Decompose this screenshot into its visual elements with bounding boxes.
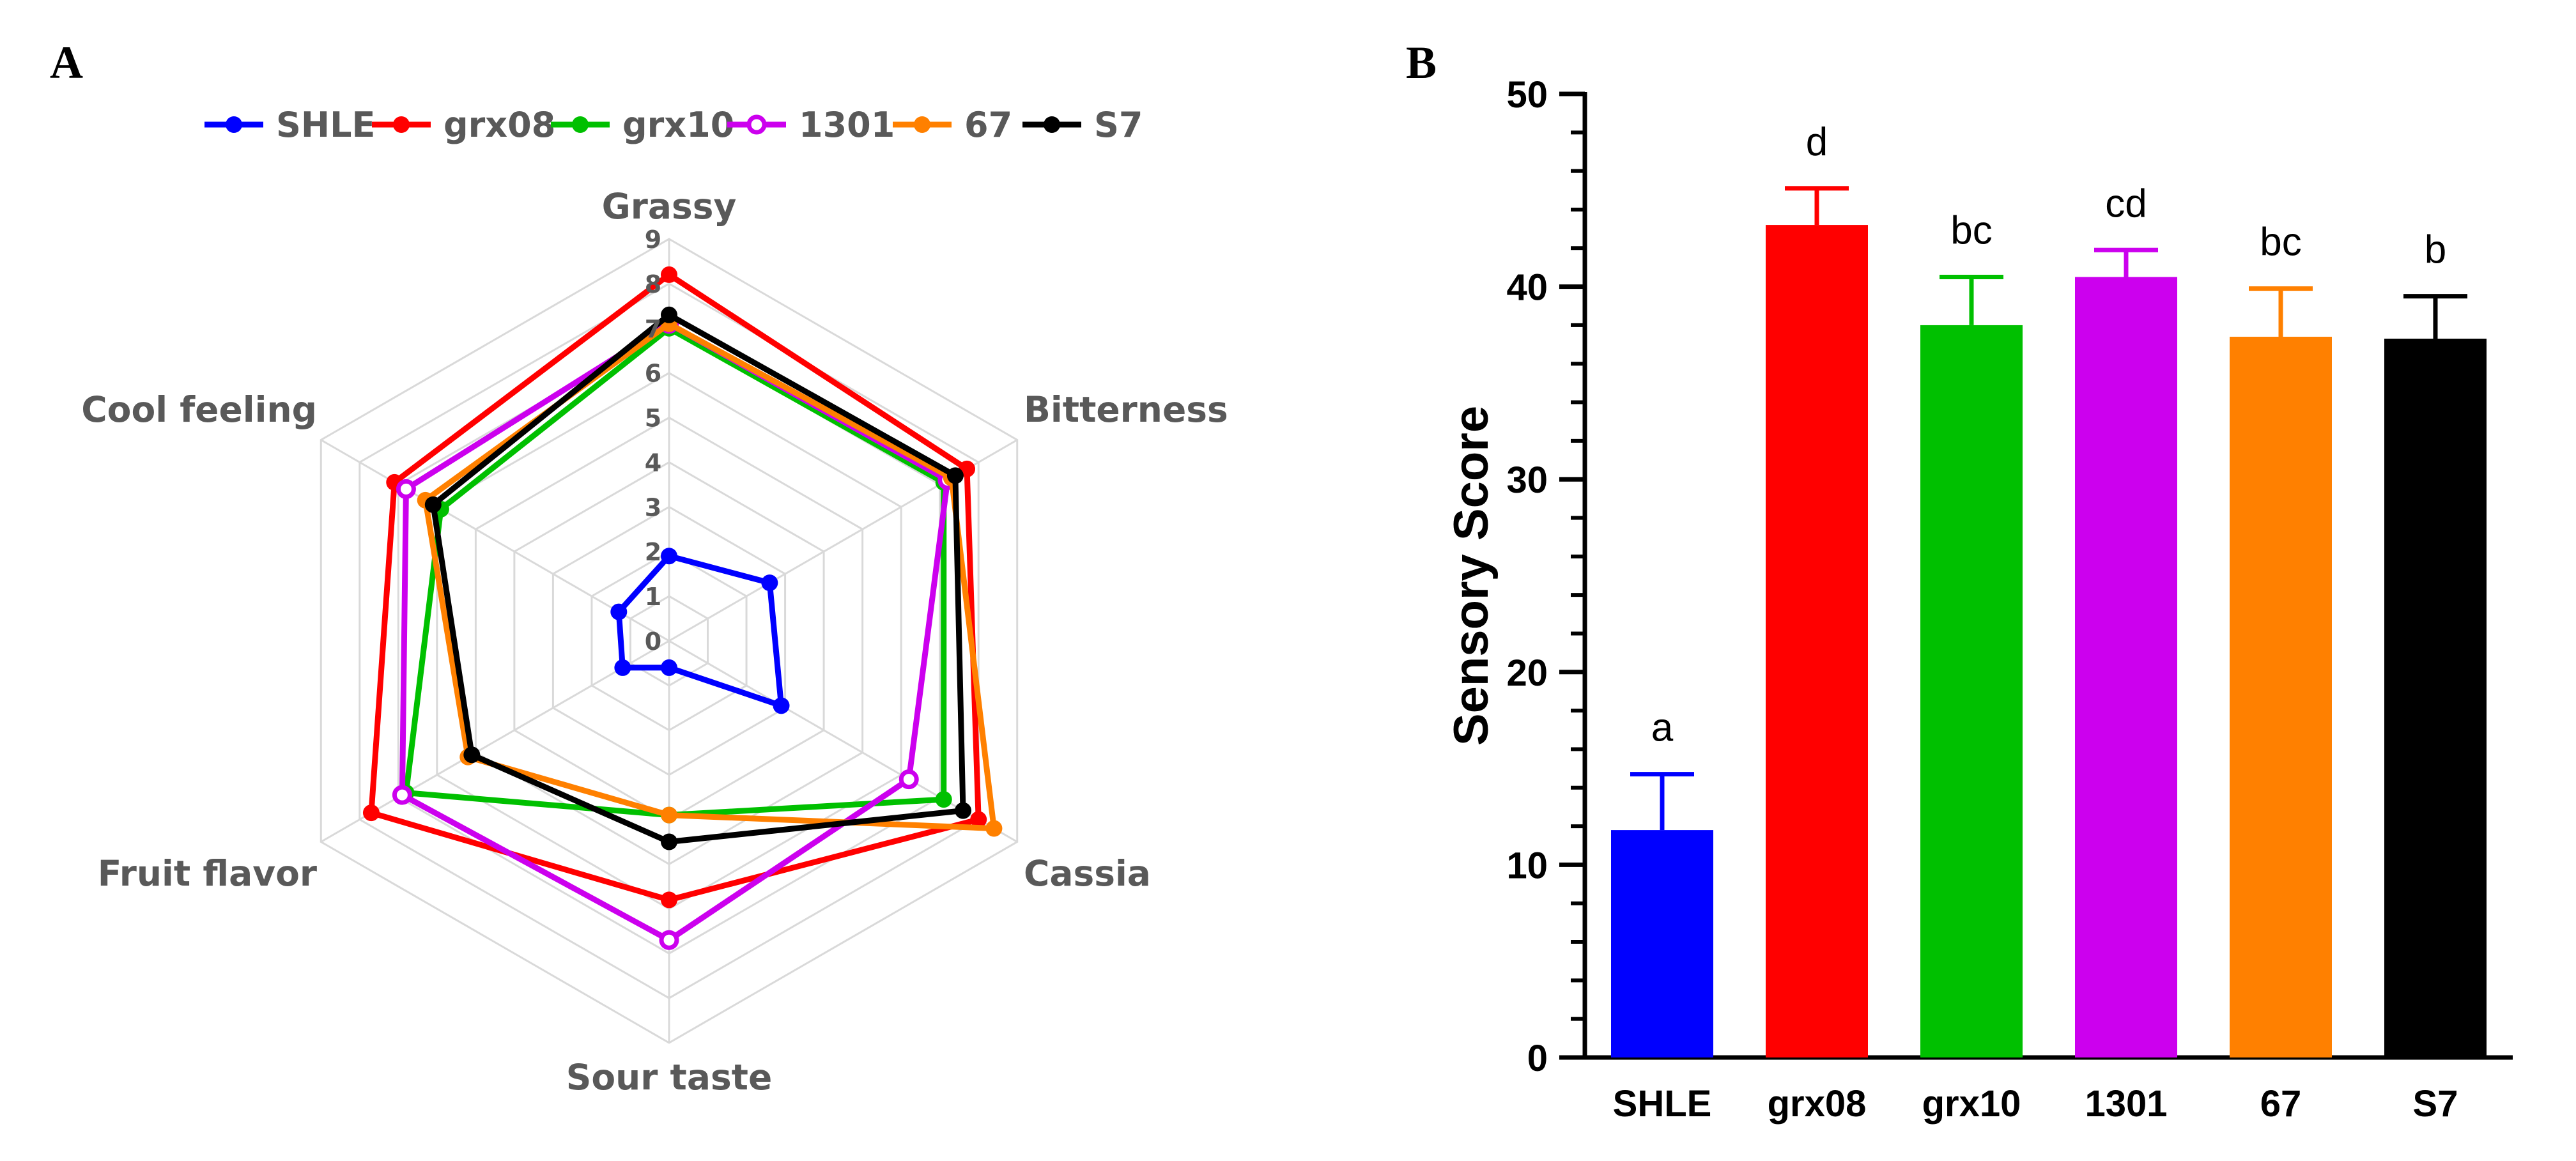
legend-marker-1301 xyxy=(746,114,767,135)
radar-axis-label-grassy: Grassy xyxy=(602,186,737,227)
x-tick-label-s7: S7 xyxy=(2413,1083,2458,1125)
bar-67 xyxy=(2230,337,2332,1057)
radar-tick-labels: 0 1 2 3 4 5 6 7 8 9 xyxy=(645,226,661,656)
radar-tick-label: 4 xyxy=(645,449,661,477)
radar-point-1301 xyxy=(396,479,416,499)
radar-point-s7 xyxy=(954,802,971,819)
radar-tick-label: 2 xyxy=(645,538,661,566)
significance-letter-67: bc xyxy=(2260,220,2301,265)
y-tick-label: 40 xyxy=(1506,267,1548,309)
radar-legend: SHLE grx08 grx10 1301 67 S7 xyxy=(204,105,1143,145)
legend-label-s7: S7 xyxy=(1094,105,1143,145)
radar-tick-label: 3 xyxy=(645,493,661,521)
significance-letter-shle: a xyxy=(1651,706,1674,750)
y-tick-label: 20 xyxy=(1506,652,1548,694)
radar-spoke xyxy=(320,439,670,642)
bar-grx10 xyxy=(1920,325,2023,1057)
panel-a-label: A xyxy=(50,37,83,88)
radar-series-group xyxy=(362,266,1003,950)
radar-tick-label: 8 xyxy=(645,270,661,298)
legend-marker-s7 xyxy=(1044,116,1060,133)
bar-shle xyxy=(1611,830,1713,1057)
legend-marker-grx10 xyxy=(572,116,589,133)
legend-label-grx10: grx10 xyxy=(622,105,734,145)
x-tick-label-grx08: grx08 xyxy=(1768,1083,1867,1125)
radar-point-grx08 xyxy=(661,266,677,283)
radar-point-shle xyxy=(761,574,778,592)
y-tick-label: 0 xyxy=(1527,1038,1548,1079)
significance-letter-1301: cd xyxy=(2105,181,2147,226)
radar-point-s7 xyxy=(424,496,442,513)
x-tick-label-1301: 1301 xyxy=(2085,1083,2167,1125)
radar-point-grx08 xyxy=(970,811,987,828)
radar-axis-label-cassia: Cassia xyxy=(1024,853,1151,894)
radar-axis-label-fruit-flavor: Fruit flavor xyxy=(98,853,317,894)
legend-label-shle: SHLE xyxy=(276,105,375,145)
radar-point-shle xyxy=(773,697,790,714)
radar-spoke xyxy=(320,640,670,843)
radar-point-1301 xyxy=(659,930,679,950)
bar-s7 xyxy=(2384,339,2487,1057)
y-tick-label: 30 xyxy=(1506,459,1548,501)
radar-tick-label: 7 xyxy=(645,315,661,343)
legend-marker-grx08 xyxy=(393,116,410,133)
panel-b-label: B xyxy=(1406,37,1437,88)
radar-point-67 xyxy=(661,806,677,824)
radar-tick-label: 5 xyxy=(645,404,661,433)
radar-axis-label-sour-taste: Sour taste xyxy=(566,1057,773,1098)
significance-letter-grx08: d xyxy=(1806,120,1828,164)
radar-axis-labels: Grassy Bitterness Cassia Sour taste Fruit fl… xyxy=(81,186,1228,1098)
radar-point-grx08 xyxy=(362,804,380,822)
bar-grx08 xyxy=(1766,225,1868,1057)
bar-1301 xyxy=(2075,277,2177,1057)
radar-point-s7 xyxy=(661,833,677,850)
legend-marker-67 xyxy=(914,116,930,133)
radar-point-shle xyxy=(610,603,628,620)
radar-chart: 0 1 2 3 4 5 6 7 8 9 Grassy Bitterness Cassia Sour ta… xyxy=(81,186,1228,1098)
radar-tick-label: 1 xyxy=(645,583,661,611)
radar-point-shle xyxy=(614,659,631,676)
radar-point-s7 xyxy=(946,467,964,484)
x-tick-label-shle: SHLE xyxy=(1613,1083,1712,1125)
radar-axis-label-cool-feeling: Cool feeling xyxy=(81,389,317,430)
bar-chart: 0 10 20 30 40 50 Sensory Score a SHLE d grx08 bc grx… xyxy=(1444,74,2513,1125)
radar-point-shle xyxy=(661,548,677,565)
legend-label-grx08: grx08 xyxy=(443,105,555,145)
radar-point-s7 xyxy=(463,746,481,764)
x-tick-label-67: 67 xyxy=(2260,1083,2302,1125)
radar-tick-label: 0 xyxy=(645,627,661,656)
radar-point-grx10 xyxy=(935,791,952,808)
legend-label-67: 67 xyxy=(964,105,1012,145)
y-tick-label: 10 xyxy=(1506,845,1548,886)
radar-tick-label: 6 xyxy=(645,360,661,388)
x-tick-label-grx10: grx10 xyxy=(1922,1083,2021,1125)
radar-point-grx08 xyxy=(661,891,677,909)
radar-point-1301 xyxy=(899,769,919,790)
y-axis-title: Sensory Score xyxy=(1444,406,1499,746)
radar-point-shle xyxy=(661,659,677,676)
legend-label-1301: 1301 xyxy=(799,105,895,145)
radar-point-s7 xyxy=(661,306,677,323)
radar-point-67 xyxy=(985,820,1003,837)
legend-marker-shle xyxy=(226,116,242,133)
radar-tick-label: 9 xyxy=(645,226,661,254)
radar-point-1301 xyxy=(392,785,412,805)
y-tick-label: 50 xyxy=(1506,74,1548,116)
significance-letter-grx10: bc xyxy=(1950,209,1992,253)
radar-axis-label-bitterness: Bitterness xyxy=(1024,389,1228,430)
significance-letter-s7: b xyxy=(2425,228,2446,272)
